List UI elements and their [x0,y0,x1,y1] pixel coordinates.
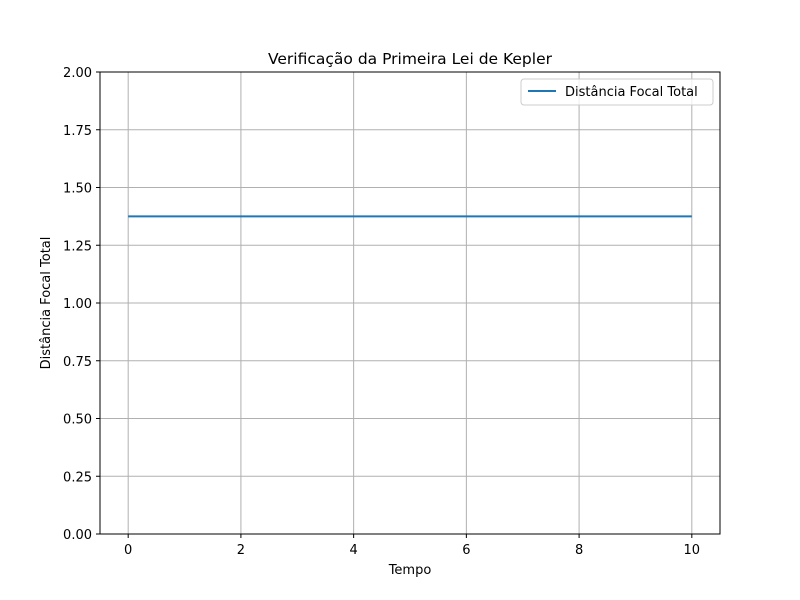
y-tick-label: 0.75 [63,355,92,370]
y-axis-label: Distância Focal Total [39,237,54,370]
x-tick-label: 10 [684,543,701,558]
x-tick-labels: 0 2 4 6 8 10 [124,543,700,558]
y-tick-labels: 0.00 0.25 0.50 0.75 1.00 1.25 1.50 1.75 2.00 [63,66,92,543]
y-tick-label: 0.25 [63,470,92,485]
x-tick-label: 6 [462,543,470,558]
legend-box [520,78,714,106]
grid-layer [100,71,720,535]
x-tick-label: 4 [349,543,357,558]
y-tick-label: 2.00 [63,66,92,81]
y-tick-label: 0.50 [63,413,92,428]
x-tick-label: 0 [124,543,132,558]
x-axis-label: Tempo [388,563,432,578]
x-tick-label: 8 [575,543,583,558]
ticks-layer [96,71,693,538]
y-tick-label: 1.00 [63,297,92,312]
x-tick-label: 2 [237,543,245,558]
legend: Distância Focal Total [520,78,714,106]
y-tick-label: 0.00 [63,528,92,543]
y-tick-label: 1.75 [63,124,92,139]
y-tick-label: 1.50 [63,182,92,197]
legend-entry-label: Distância Focal Total [565,85,698,100]
chart-title: Verificação da Primeira Lei de Kepler [268,50,553,68]
y-tick-label: 1.25 [63,239,92,254]
